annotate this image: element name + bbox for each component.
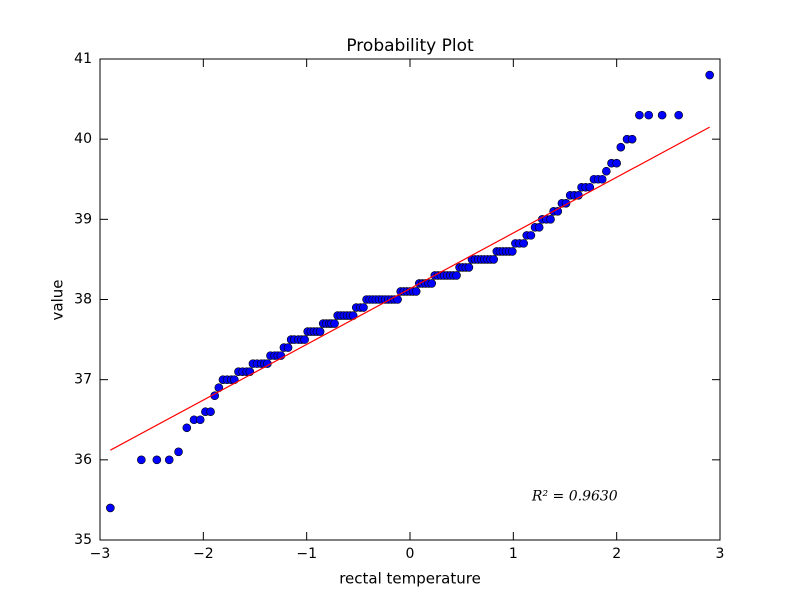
point <box>174 447 183 457</box>
point <box>300 335 309 344</box>
plot-frame <box>99 58 721 541</box>
point <box>489 255 499 264</box>
y-tick-label: 36 <box>74 452 92 468</box>
x-tick-label: 3 <box>716 546 725 562</box>
point <box>616 142 626 152</box>
y-tick-label: 40 <box>74 131 92 147</box>
point <box>644 110 654 120</box>
x-tick-label: 0 <box>406 546 415 562</box>
point <box>464 263 474 272</box>
y-axis-label: value <box>49 280 67 321</box>
point <box>152 455 162 465</box>
x-tick-label: −3 <box>90 546 111 562</box>
point <box>635 110 644 120</box>
point <box>534 223 544 232</box>
y-tick-label: 39 <box>74 211 92 227</box>
x-tick-label: −1 <box>296 546 317 562</box>
fit-line <box>110 126 710 451</box>
point <box>315 327 325 336</box>
point <box>164 455 174 465</box>
point <box>602 166 611 176</box>
point <box>427 279 437 288</box>
point <box>674 110 683 120</box>
point <box>195 415 205 425</box>
x-tick-label: −2 <box>193 546 214 562</box>
point <box>612 158 621 168</box>
point <box>182 423 192 433</box>
y-tick-label: 38 <box>74 292 92 308</box>
point <box>627 134 637 144</box>
y-tick-label: 41 <box>74 51 92 67</box>
point <box>597 174 607 184</box>
point <box>519 239 528 248</box>
point <box>137 455 146 465</box>
chart-title: Probability Plot <box>346 36 474 56</box>
point <box>452 271 461 280</box>
point <box>705 70 714 80</box>
point <box>330 319 339 328</box>
point <box>657 110 667 120</box>
x-tick-label: 2 <box>612 546 621 562</box>
x-axis-label: rectal temperature <box>339 570 481 588</box>
point <box>507 247 517 256</box>
annotation: R² = 0.9630 <box>531 489 618 505</box>
point <box>546 215 555 224</box>
point <box>411 287 421 296</box>
point <box>106 503 115 513</box>
point <box>206 407 215 417</box>
x-tick-label: 1 <box>509 546 518 562</box>
point <box>283 343 293 352</box>
y-tick-label: 35 <box>74 532 92 548</box>
y-tick-label: 37 <box>74 372 92 388</box>
point <box>359 303 368 312</box>
point <box>526 231 536 240</box>
